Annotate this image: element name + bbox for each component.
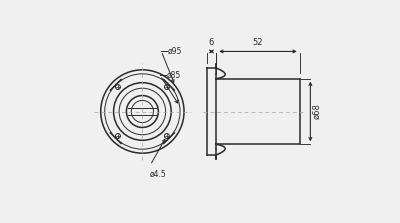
Text: ø68: ø68	[312, 103, 321, 120]
Text: ø4.5: ø4.5	[150, 169, 167, 178]
Text: 52: 52	[253, 38, 263, 47]
Text: 6: 6	[209, 38, 214, 47]
Text: ø95: ø95	[168, 47, 182, 56]
Text: ø85: ø85	[166, 71, 180, 80]
